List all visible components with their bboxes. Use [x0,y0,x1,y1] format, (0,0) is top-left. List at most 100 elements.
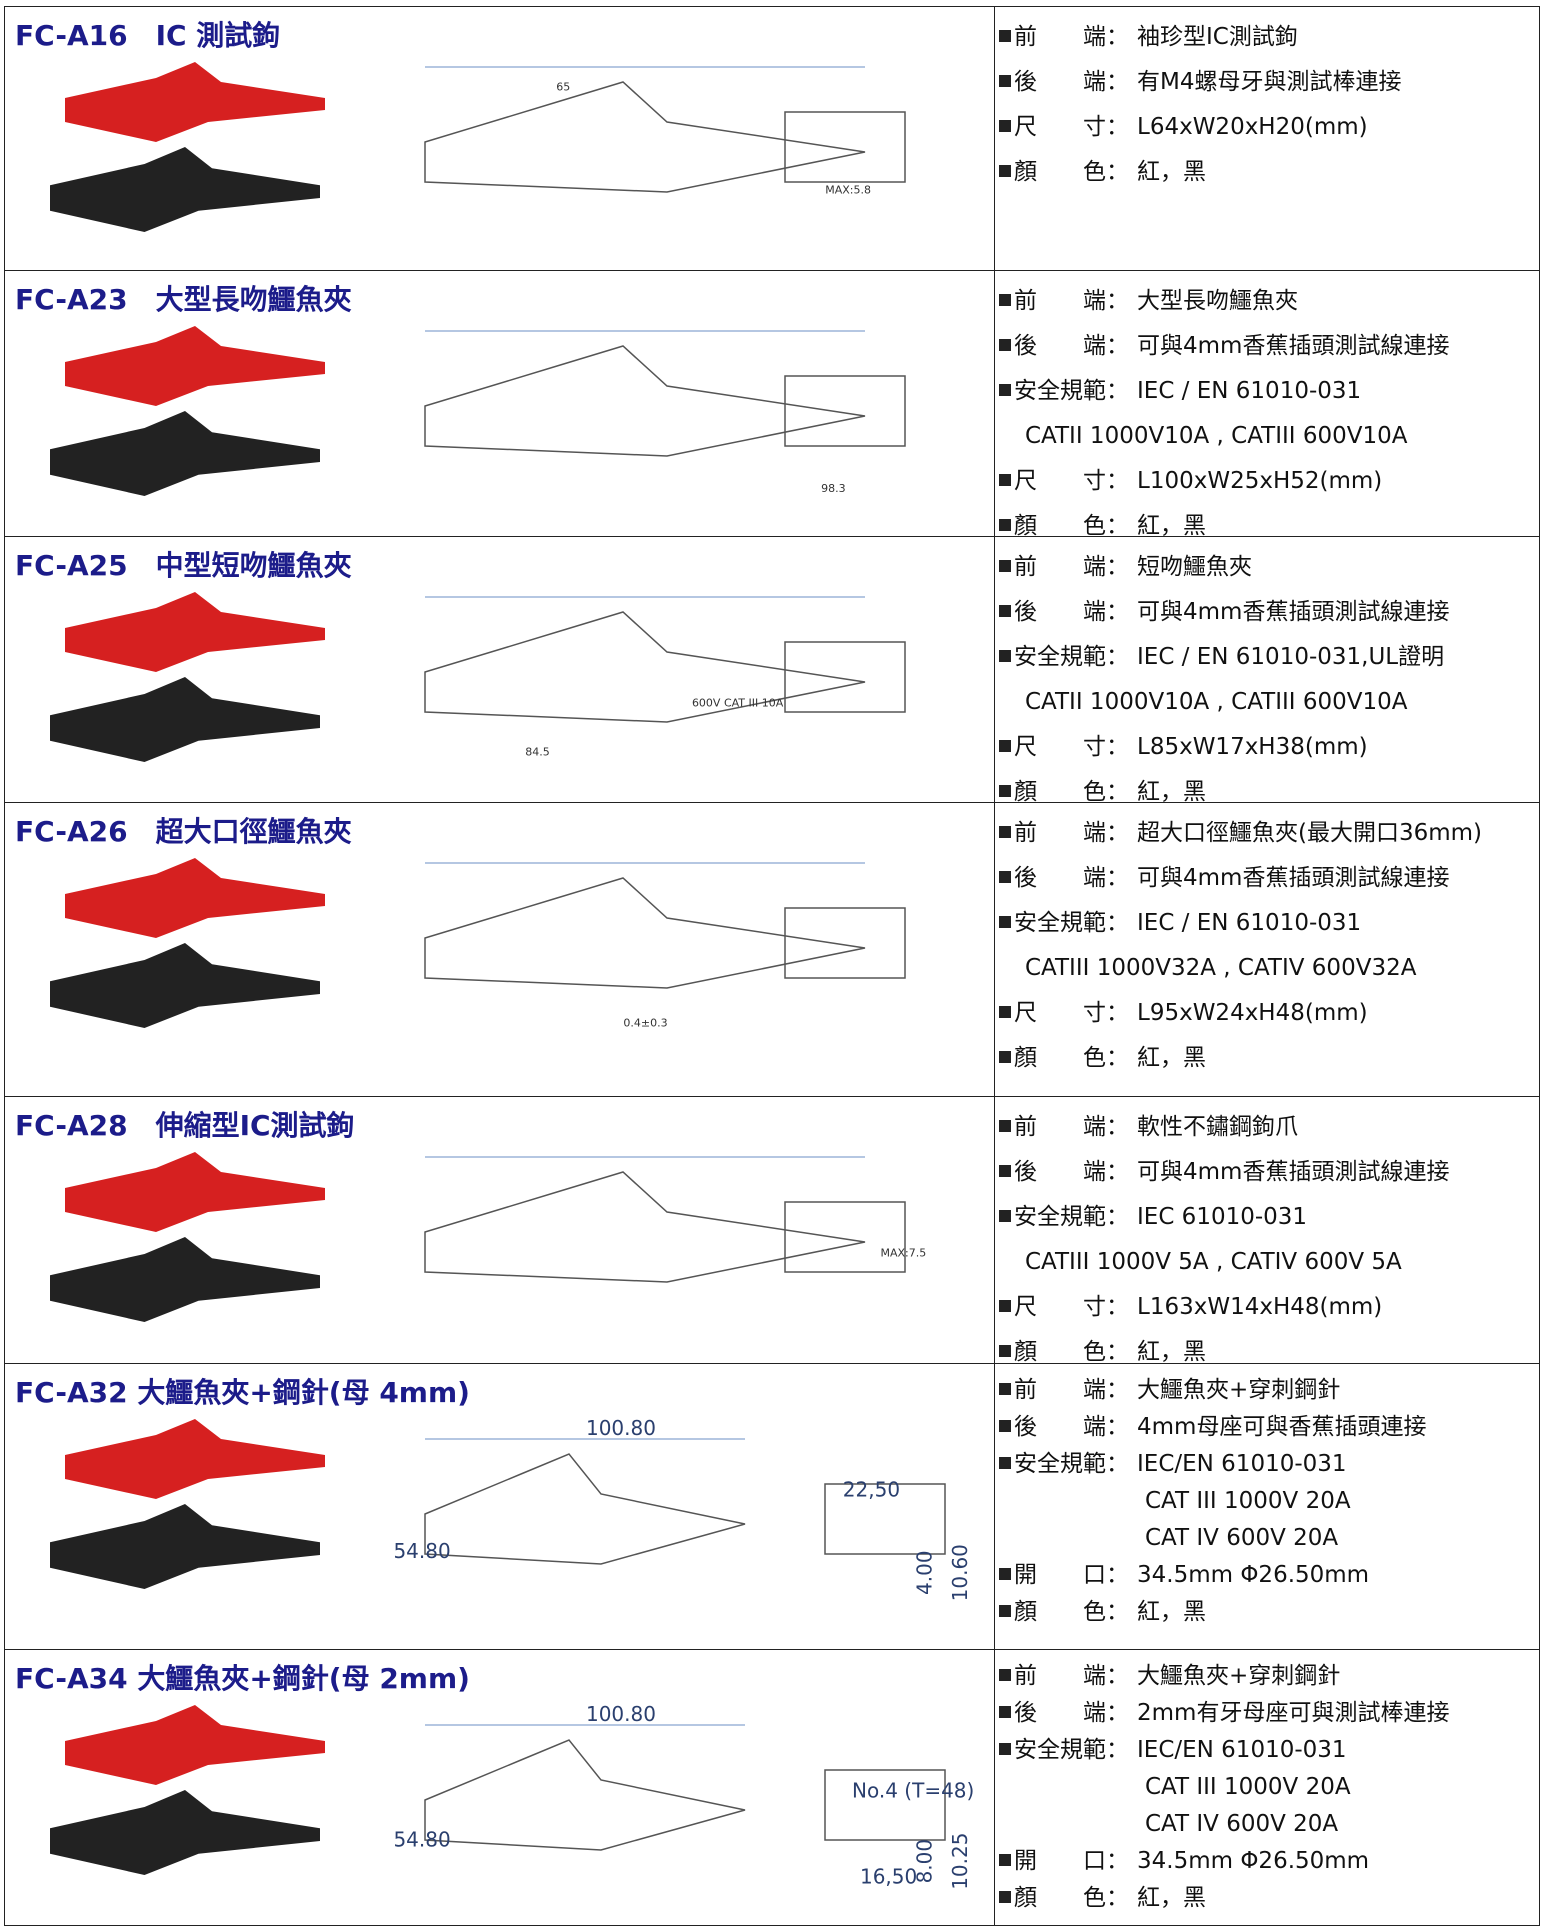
spec-label: 尺 寸： [1014,734,1129,760]
spec-line: 尺 寸： L95xW24xH48(mm) [999,991,1535,1036]
spec-label: 尺 寸： [1014,1000,1129,1026]
spec-label: 前 端： [1014,24,1129,50]
spec-label: 前 端： [1014,288,1129,314]
bullet [999,650,1011,662]
spec-line: 後 端： 2mm有牙母座可與測試棒連接 [999,1695,1535,1732]
spec-line: 安全規範： IEC 61010-031 [999,1195,1535,1240]
spec-label: 顏 色： [1014,1599,1129,1625]
spec-value: 2mm有牙母座可與測試棒連接 [1137,1700,1450,1726]
product-title: FC-A32 大鱷魚夾+鋼針(母 4mm) [15,1376,470,1409]
dimension-label: 0.4±0.3 [623,1016,667,1029]
bullet [999,30,1011,42]
technical-drawing [424,345,866,457]
product-cell: FC-A16 IC 測試鉤 65 MAX:5.8 [4,6,995,271]
spec-label: 後 端： [1014,1159,1129,1185]
spec-line: 前 端： 超大口徑鱷魚夾(最大開口36mm) [999,811,1535,856]
probe-photo [50,1790,320,1875]
product-cell: FC-A32 大鱷魚夾+鋼針(母 4mm) 100.80 54.80 22,50 4.0… [4,1363,995,1650]
spec-continuation: CATII 1000V10A , CATIII 600V10A [1025,689,1408,715]
technical-drawing [424,1171,866,1283]
spec-value: L163xW14xH48(mm) [1137,1294,1383,1320]
technical-drawing [424,611,866,723]
detail-drawing [784,375,906,447]
spec-label: 尺 寸： [1014,468,1129,494]
spec-value: IEC/EN 61010-031 [1137,1451,1347,1477]
bullet [999,1568,1011,1580]
probe-photo [50,411,320,496]
dimension-label: 10.60 [948,1544,972,1601]
bullet [999,1420,1011,1432]
product-art: FC-A34 大鱷魚夾+鋼針(母 2mm) 100.80 54.80 No.4 (T=… [15,1662,974,1890]
spec-list: 前 端： 大鱷魚夾+穿刺鋼針後 端： 4mm母座可與香蕉插頭連接 安全規範： IEC/E… [999,1372,1535,1631]
bullet [999,1891,1011,1903]
technical-drawing [424,81,866,193]
spec-label: 後 端： [1014,865,1129,891]
dimension-label: 4.00 [913,1550,937,1595]
spec-continuation: CATIII 1000V 5A , CATIV 600V 5A [1025,1249,1402,1275]
spec-label: 前 端： [1014,820,1129,846]
bullet [999,120,1011,132]
spec-label: 安全規範： [1014,1451,1129,1477]
dimension-label: 84.5 [525,746,550,759]
spec-line: 顏 色： 紅，黑 [999,1880,1535,1917]
probe-photo [65,1419,325,1499]
technical-drawing [424,877,866,989]
dimension-label: 600V CAT III 10A [692,696,784,709]
spec-line: 前 端： 大鱷魚夾+穿刺鋼針 [999,1658,1535,1695]
dimension-label: 8.00 [913,1839,937,1884]
spec-label: 後 端： [1014,1414,1129,1440]
spec-label: 後 端： [1014,69,1129,95]
dimension-label: 10.25 [948,1833,972,1890]
spec-value: 大鱷魚夾+穿刺鋼針 [1137,1663,1341,1689]
bullet [999,1210,1011,1222]
product-cell: FC-A26 超大口徑鱷魚夾 0.4±0.3 [4,802,995,1097]
bullet [999,1605,1011,1617]
probe-photo [50,147,320,232]
product-cell: FC-A23 大型長吻鱷魚夾 98.3 [4,270,995,537]
spec-value: 大鱷魚夾+穿刺鋼針 [1137,1377,1341,1403]
spec-list: 前 端： 大型長吻鱷魚夾後 端： 可與4mm香蕉插頭測試線連接 安全規範： IEC / … [999,279,1535,549]
product-title: FC-A16 IC 測試鉤 [15,19,280,52]
spec-value: 大型長吻鱷魚夾 [1137,288,1298,314]
bullet [999,1854,1011,1866]
bullet [999,785,1011,797]
product-cell: FC-A28 伸縮型IC測試鉤 MAX:7.5 [4,1096,995,1364]
probe-photo [65,62,325,142]
spec-continuation: CATII 1000V10A , CATIII 600V10A [1025,423,1408,449]
spec-line: 安全規範： IEC/EN 61010-031 [999,1732,1535,1769]
spec-value: 紅，黑 [1137,1885,1206,1911]
spec-line: 前 端： 大鱷魚夾+穿刺鋼針 [999,1372,1535,1409]
spec-cell: 前 端： 大型長吻鱷魚夾後 端： 可與4mm香蕉插頭測試線連接 安全規範： IEC / … [994,270,1540,539]
spec-value: 有M4螺母牙與測試棒連接 [1137,69,1402,95]
spec-continuation: CAT IV 600V 20A [1145,1525,1339,1551]
spec-line: 安全規範： IEC / EN 61010-031 [999,901,1535,946]
spec-label: 前 端： [1014,1114,1129,1140]
product-title: FC-A34 大鱷魚夾+鋼針(母 2mm) [15,1662,470,1695]
bullet [999,1383,1011,1395]
bullet [999,1669,1011,1681]
probe-photo [65,1705,325,1785]
spec-label: 顏 色： [1014,1339,1129,1365]
spec-value: 4mm母座可與香蕉插頭連接 [1137,1414,1427,1440]
spec-value: IEC / EN 61010-031,UL證明 [1137,644,1445,670]
spec-value: 紅，黑 [1137,1599,1206,1625]
spec-line: 安全規範： IEC / EN 61010-031 [999,369,1535,414]
dimension-label: 54.80 [393,1539,450,1563]
spec-label: 顏 色： [1014,513,1129,539]
bullet [999,339,1011,351]
bullet [999,1120,1011,1132]
spec-line: 顏 色： 紅，黑 [999,504,1535,549]
spec-line: 顏 色： 紅，黑 [999,1594,1535,1631]
bullet [999,165,1011,177]
product-art: FC-A23 大型長吻鱷魚夾 98.3 [15,283,906,496]
spec-label: 前 端： [1014,554,1129,580]
probe-photo [50,677,320,762]
bullet [999,740,1011,752]
bullet [999,1051,1011,1063]
product-art: FC-A16 IC 測試鉤 65 MAX:5.8 [15,19,906,232]
spec-line: 前 端： 大型長吻鱷魚夾 [999,279,1535,324]
spec-value: 可與4mm香蕉插頭測試線連接 [1137,599,1450,625]
spec-value: L100xW25xH52(mm) [1137,468,1383,494]
spec-label: 前 端： [1014,1377,1129,1403]
